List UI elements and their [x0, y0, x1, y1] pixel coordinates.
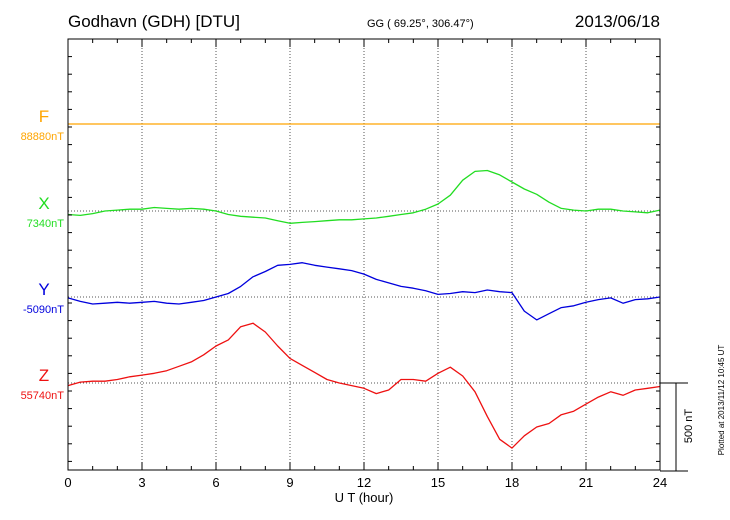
station-coordinates: GG ( 69.25°, 306.47°) [367, 18, 474, 30]
x-tick-label: 15 [431, 475, 445, 490]
series-line-z [67, 322, 661, 449]
x-tick-label: 18 [505, 475, 519, 490]
plotted-timestamp: Plotted at 2013/11/12 10:45 UT [717, 345, 726, 456]
series-name-x: X [38, 194, 49, 213]
series-baseline-f: 88880nT [21, 131, 65, 143]
axis-ticks: 0 3 6 9 12 15 18 21 24 [64, 39, 667, 490]
series-name-z: Z [39, 366, 49, 385]
scale-bar-label: 500 nT [683, 409, 695, 444]
scale-bar: 500 nT [660, 382, 695, 472]
x-tick-label: 6 [212, 475, 219, 490]
series-name-f: F [39, 107, 49, 126]
station-title: Godhavn (GDH) [DTU] [68, 12, 240, 31]
x-tick-label: 12 [357, 475, 371, 490]
x-tick-label: 9 [286, 475, 293, 490]
series-labels: F 88880nT X 7340nT Y -5090nT Z 55740nT [21, 107, 65, 402]
x-axis-label: U T (hour) [335, 490, 394, 505]
series-baseline-z: 55740nT [21, 390, 65, 402]
x-tick-label: 0 [64, 475, 71, 490]
grid [68, 39, 660, 470]
series-baseline-y: -5090nT [23, 304, 64, 316]
series-line-x [67, 169, 661, 224]
x-tick-label: 3 [138, 475, 145, 490]
series-lines [67, 123, 661, 449]
series-name-y: Y [38, 280, 49, 299]
series-baseline-x: 7340nT [27, 218, 65, 230]
x-tick-label: 21 [579, 475, 593, 490]
x-tick-label: 24 [653, 475, 667, 490]
plot-date: 2013/06/18 [575, 12, 660, 31]
series-line-y [67, 262, 661, 321]
